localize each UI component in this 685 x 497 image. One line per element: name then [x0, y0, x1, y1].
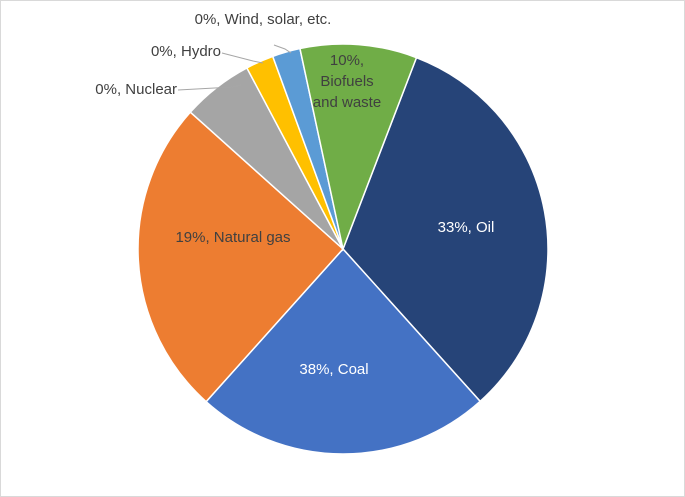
- data-label: 0%, Wind, solar, etc.: [194, 11, 332, 28]
- data-label: 19%, Natural gas: [175, 229, 291, 246]
- leader-line: [273, 44, 292, 54]
- pie-slice: [299, 43, 418, 252]
- data-label: 0%, Hydro: [150, 43, 221, 60]
- data-label: 10%, Biofuels and waste: [312, 52, 382, 111]
- leader-line: [221, 52, 264, 64]
- pie-slice: [205, 247, 482, 455]
- data-label: 0%, Nuclear: [95, 81, 177, 98]
- pie-slice: [137, 111, 345, 403]
- data-label: 38%, Coal: [299, 361, 369, 378]
- leader-line: [177, 84, 242, 91]
- data-label: 33%, Oil: [437, 219, 495, 236]
- pie-slice: [342, 56, 549, 403]
